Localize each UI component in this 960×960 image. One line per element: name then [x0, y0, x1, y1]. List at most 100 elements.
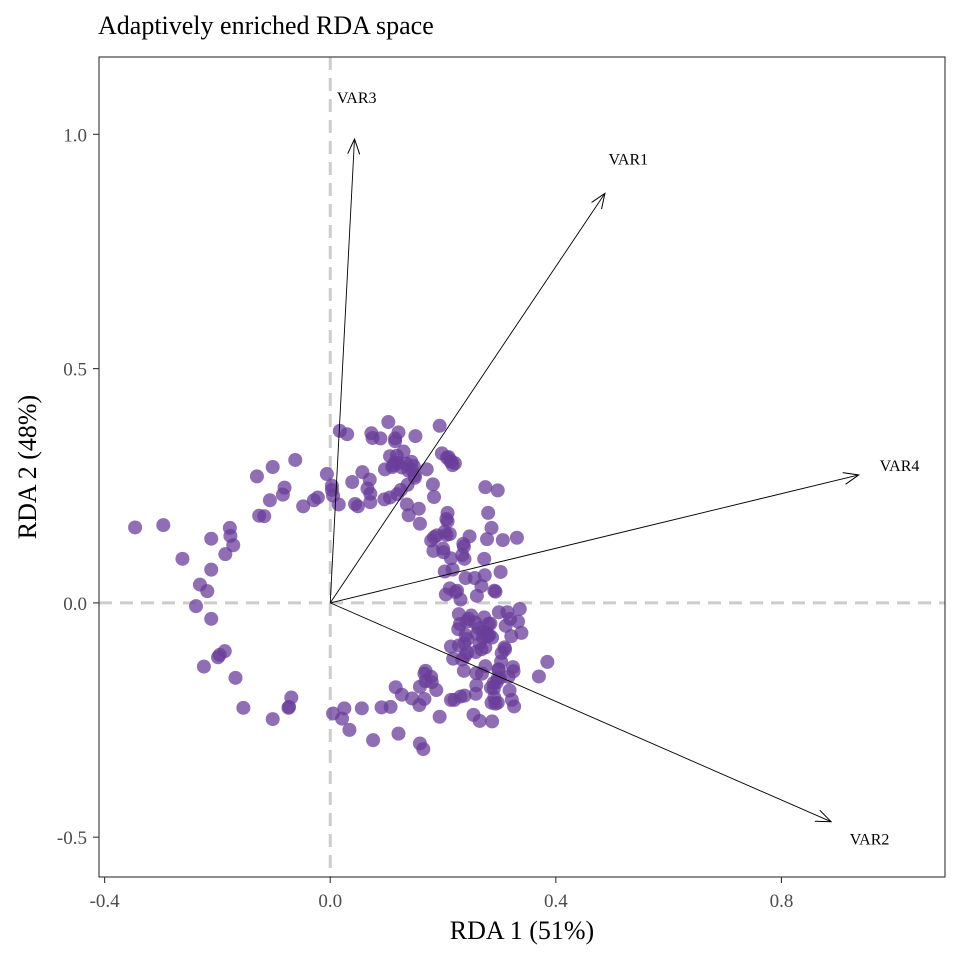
data-point	[480, 532, 495, 547]
data-point	[531, 669, 546, 684]
data-point	[342, 722, 357, 737]
data-point	[399, 497, 414, 512]
data-point	[478, 659, 493, 674]
data-point	[381, 415, 396, 430]
data-point	[490, 483, 505, 498]
x-tick-label: 0.8	[770, 891, 794, 912]
data-point	[477, 568, 492, 583]
data-point	[391, 726, 406, 741]
data-point	[511, 614, 526, 629]
data-point	[445, 562, 460, 577]
data-point	[425, 477, 440, 492]
data-point	[331, 497, 346, 512]
x-tick-label: 0.4	[544, 891, 568, 912]
data-point	[296, 499, 311, 514]
y-tick-label: 0.0	[63, 594, 87, 615]
data-point	[284, 690, 299, 705]
data-point	[443, 551, 458, 566]
data-point	[469, 678, 484, 693]
data-point	[156, 518, 171, 533]
data-point	[419, 462, 434, 477]
data-point	[340, 427, 355, 442]
data-point	[472, 713, 487, 728]
data-point	[257, 509, 272, 524]
data-point	[447, 456, 462, 471]
data-point	[265, 712, 280, 727]
data-point	[484, 520, 499, 535]
x-axis: -0.4 0.0 0.4 0.8	[90, 877, 794, 912]
data-point	[204, 611, 219, 626]
data-point	[412, 516, 427, 531]
data-point	[228, 670, 243, 685]
data-point	[427, 489, 442, 504]
y-tick-label: 1.0	[63, 125, 87, 146]
data-point	[373, 431, 388, 446]
data-point	[396, 444, 411, 459]
data-point	[514, 625, 529, 640]
data-point	[462, 529, 477, 544]
data-point	[440, 514, 455, 529]
data-point	[509, 530, 524, 545]
data-point	[310, 490, 325, 505]
data-point	[288, 452, 303, 467]
data-point	[391, 425, 406, 440]
data-point	[456, 539, 471, 554]
chart-title: Adaptively enriched RDA space	[98, 11, 434, 40]
data-point	[481, 505, 496, 520]
arrow-var1	[329, 192, 606, 604]
arrow-var3	[329, 137, 361, 603]
data-point	[236, 700, 251, 715]
data-point	[407, 470, 422, 485]
data-point	[478, 480, 493, 495]
data-point	[432, 709, 447, 724]
y-axis: -0.5 0.0 0.5 1.0	[57, 125, 99, 849]
data-point	[383, 699, 398, 714]
data-point	[408, 429, 423, 444]
data-point	[540, 654, 555, 669]
data-point	[493, 564, 508, 579]
data-point	[204, 531, 219, 546]
data-point	[483, 616, 498, 631]
x-axis-label: RDA 1 (51%)	[450, 916, 594, 945]
data-point	[226, 538, 241, 553]
data-point	[477, 551, 492, 566]
data-point	[265, 460, 280, 474]
arrow-label-var3: VAR3	[337, 90, 377, 107]
data-point	[457, 688, 472, 703]
data-point	[189, 599, 204, 614]
plot-border	[98, 56, 946, 878]
arrow-labels-layer: VAR1 VAR2 VAR3 VAR4	[337, 90, 920, 848]
y-axis-label: RDA 2 (48%)	[13, 395, 42, 539]
data-point	[456, 663, 471, 678]
data-point	[337, 701, 352, 716]
data-point	[506, 664, 521, 679]
data-point	[319, 467, 334, 482]
data-point	[401, 508, 416, 523]
data-point	[262, 493, 277, 508]
data-point	[249, 469, 264, 484]
x-tick-label: 0.0	[318, 891, 342, 912]
data-point	[345, 474, 360, 489]
data-point	[217, 644, 232, 659]
data-point	[350, 499, 365, 514]
arrows-layer	[329, 137, 861, 823]
arrow-var2	[330, 602, 833, 823]
data-point	[485, 630, 500, 645]
data-point	[363, 486, 378, 501]
data-point	[417, 691, 432, 706]
data-point	[488, 584, 503, 599]
data-point	[362, 472, 377, 487]
data-point	[416, 742, 431, 757]
x-tick-label: -0.4	[90, 891, 121, 912]
data-point	[495, 533, 510, 548]
data-point	[175, 551, 190, 566]
data-point	[512, 601, 527, 616]
arrow-var4	[330, 472, 861, 604]
data-point	[432, 418, 447, 433]
data-point	[507, 699, 522, 714]
data-point	[429, 683, 444, 698]
data-point	[277, 480, 292, 495]
data-point	[478, 640, 493, 655]
data-point	[474, 579, 489, 594]
